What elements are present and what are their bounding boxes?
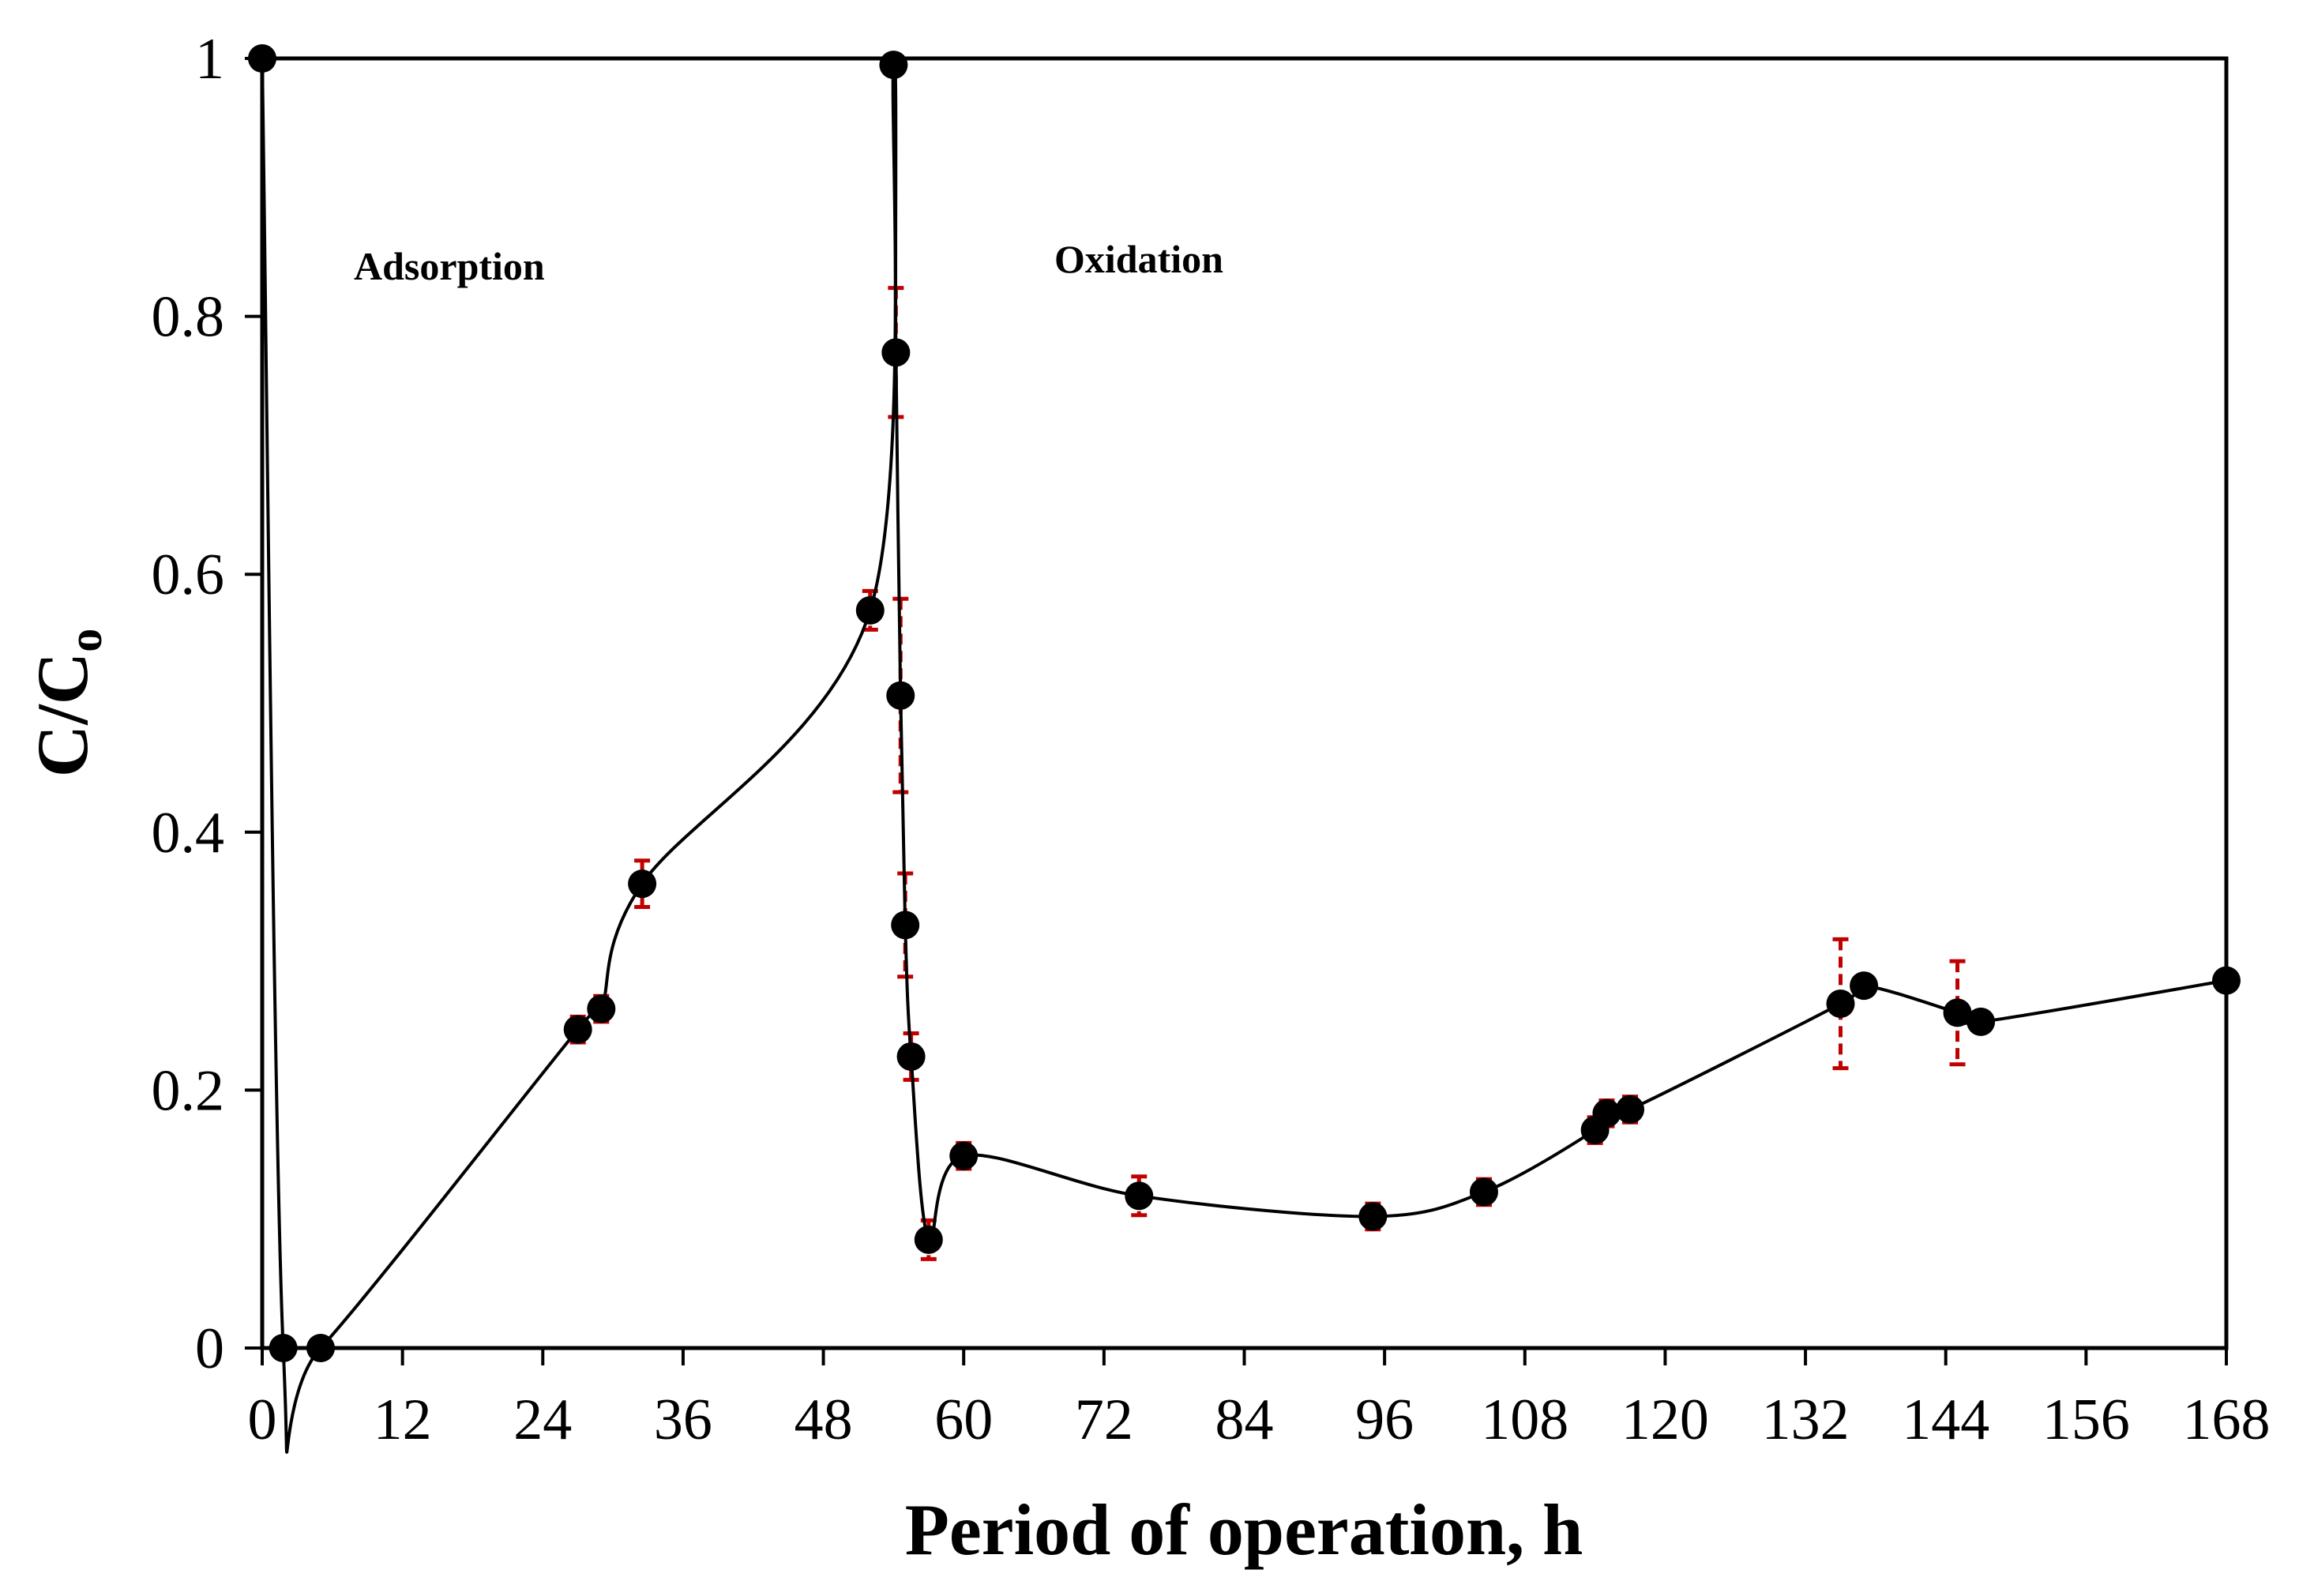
x-tick-label: 132 (1762, 1388, 1850, 1452)
data-point (1967, 1007, 1996, 1036)
data-point (1850, 971, 1879, 1001)
data-point (881, 338, 911, 367)
x-axis-title: Period of operation, h (905, 1489, 1583, 1570)
data-point (855, 595, 885, 625)
y-axis-title-main: C/C (22, 652, 103, 777)
x-tick-label: 120 (1621, 1388, 1709, 1452)
data-point (914, 1225, 943, 1254)
data-point (1943, 998, 1972, 1027)
x-tick-label: 84 (1215, 1388, 1274, 1452)
x-tick-label: 72 (1075, 1388, 1133, 1452)
data-point (2212, 966, 2241, 995)
data-point (1125, 1181, 1154, 1211)
data-point (587, 994, 616, 1023)
data-point (306, 1334, 336, 1362)
data-point (896, 1042, 926, 1071)
y-tick-label: 0.8 (152, 285, 225, 350)
x-tick-label: 48 (795, 1388, 853, 1452)
data-point (628, 869, 657, 899)
data-point (879, 51, 908, 80)
y-tick-label: 0.4 (152, 801, 225, 866)
x-tick-label: 108 (1481, 1388, 1568, 1452)
data-point (563, 1015, 592, 1044)
data-point (1358, 1202, 1388, 1231)
data-point (269, 1334, 298, 1362)
y-tick-label: 0 (195, 1316, 224, 1381)
y-axis-title-subscript: o (59, 629, 111, 652)
data-point (1616, 1095, 1645, 1124)
x-tick-label: 36 (654, 1388, 712, 1452)
y-tick-label: 0.2 (152, 1058, 225, 1123)
data-point (1469, 1177, 1498, 1207)
data-point (886, 681, 915, 710)
y-axis-ticks: 0 0.2 0.4 0.6 0.8 1 (152, 27, 262, 1381)
series-line (261, 58, 2227, 1454)
x-tick-label: 12 (374, 1388, 432, 1452)
y-tick-label: 0.6 (152, 543, 225, 607)
y-tick-label: 1 (195, 27, 224, 92)
plot-frame (260, 56, 2229, 1350)
x-tick-label: 60 (934, 1388, 993, 1452)
x-axis-ticks: 0 12 24 36 48 60 72 84 96 108 120 132 144 156 168 (248, 1348, 2271, 1452)
data-points (248, 44, 2241, 1362)
annotation-adsorption: Adsorption (354, 244, 545, 288)
data-point (949, 1141, 979, 1170)
x-tick-label: 156 (2042, 1388, 2130, 1452)
x-tick-label: 144 (1902, 1388, 1989, 1452)
data-point (1826, 989, 1855, 1018)
x-tick-label: 0 (248, 1388, 277, 1452)
data-point (1592, 1098, 1621, 1128)
x-tick-label: 96 (1355, 1388, 1414, 1452)
annotation-oxidation: Oxidation (1054, 237, 1223, 281)
y-axis-title: C/Co (22, 629, 111, 777)
x-tick-label: 168 (2183, 1388, 2271, 1452)
x-tick-label: 24 (513, 1388, 572, 1452)
data-point (891, 911, 920, 940)
